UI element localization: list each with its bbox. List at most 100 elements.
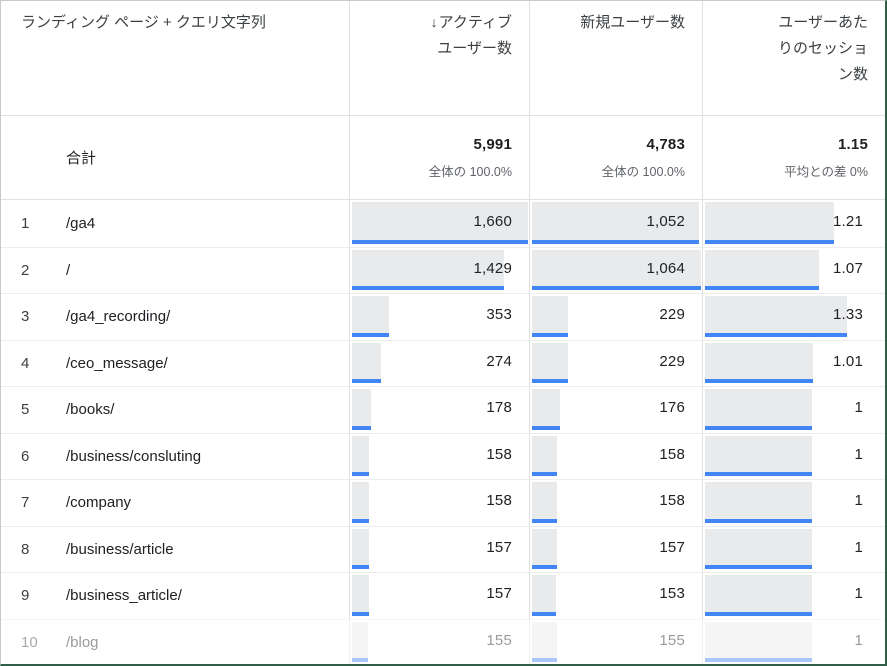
- totals-cell-active-users: 5,991 全体の 100.0%: [350, 116, 530, 199]
- metric-bar: [705, 621, 812, 662]
- totals-cell-new-users: 4,783 全体の 100.0%: [530, 116, 703, 199]
- metric-value: 1: [854, 399, 863, 417]
- metric-cell-active-users: 157: [350, 573, 530, 619]
- row-index: 2: [21, 261, 30, 279]
- metric-bar: [352, 202, 528, 244]
- table-header-row: ランディング ページ + クエリ文字列 ↓アクティブ ユーザー数 新規ユーザー数…: [1, 1, 885, 116]
- dimension-value: /ceo_message/: [66, 354, 168, 372]
- dimension-value: /blog: [66, 633, 99, 651]
- metric-value: 1: [854, 538, 863, 556]
- metric-cell-active-users: 155: [350, 619, 530, 664]
- metric-value: 1.07: [833, 259, 863, 277]
- table-row: 4/ceo_message/274 229 1.01: [1, 339, 885, 386]
- metric-value: 1,429: [473, 259, 512, 277]
- metric-value: 1: [854, 585, 863, 603]
- row-index: 5: [21, 401, 30, 419]
- column-header-label: アクティブ ユーザー数: [437, 14, 512, 57]
- totals-label-cell: 合計: [1, 116, 350, 199]
- metric-cell-active-users: 353: [350, 294, 530, 340]
- metric-bar: [532, 528, 557, 569]
- table-row: 2/1,429 1,064 1.07: [1, 246, 885, 294]
- metric-cell-new-users: 158: [530, 433, 703, 479]
- row-index: 4: [21, 354, 30, 372]
- metric-value: 176: [659, 399, 685, 417]
- metric-cell-new-users: 155: [530, 619, 703, 664]
- dimension-value: /: [66, 261, 71, 279]
- table-rows: 1/ga4 1,660 1,052 1.21 2/1,429 1,064 1.07 3/ga4…: [1, 200, 885, 665]
- column-header-dimension[interactable]: ランディング ページ + クエリ文字列: [1, 1, 350, 115]
- metric-value: 1: [854, 631, 863, 649]
- column-header-label: 新規ユーザー数: [580, 14, 685, 31]
- metric-value: 1.21: [833, 212, 863, 230]
- metric-value: 155: [659, 631, 685, 649]
- metric-bar: [532, 389, 560, 430]
- metric-bar: [705, 342, 813, 383]
- metric-value: 158: [486, 492, 512, 510]
- totals-label: 合計: [66, 150, 97, 167]
- dimension-cell: 2/: [1, 247, 350, 293]
- metric-value: 353: [486, 306, 512, 324]
- metric-cell-new-users: 157: [530, 526, 703, 572]
- metric-cell-active-users: 274: [350, 340, 530, 386]
- metric-bar: [532, 482, 557, 523]
- metric-cell-new-users: 176: [530, 387, 703, 433]
- metric-cell-active-users: 178: [350, 387, 530, 433]
- dimension-cell: 1/ga4: [1, 200, 350, 247]
- table-row: 1/ga4 1,660 1,052 1.21: [1, 200, 885, 247]
- dimension-cell: 8/business/article: [1, 526, 350, 572]
- metric-cell-sessions-per-user: 1: [703, 434, 885, 480]
- metric-bar: [705, 389, 812, 430]
- metric-value: 1.33: [833, 306, 863, 324]
- total-value: 1.15: [838, 135, 868, 153]
- metric-value: 1,064: [646, 259, 685, 277]
- metric-value: 155: [486, 631, 512, 649]
- dimension-value: /business_article/: [66, 587, 182, 605]
- metric-bar: [352, 296, 389, 337]
- metric-bar: [532, 296, 568, 337]
- dimension-cell: 7/company: [1, 480, 350, 526]
- dimension-header-label: ランディング ページ + クエリ文字列: [21, 14, 266, 31]
- metric-value: 153: [659, 585, 685, 603]
- metric-value: 1: [854, 492, 863, 510]
- table-row: 7/company 158 158 1: [1, 479, 885, 526]
- row-index: 3: [21, 308, 30, 326]
- metric-value: 158: [486, 445, 512, 463]
- metric-value: 1,660: [473, 212, 512, 230]
- metric-bar: [705, 296, 847, 337]
- dimension-cell: 5/books/: [1, 387, 350, 433]
- metric-cell-sessions-per-user: 1.21: [703, 200, 885, 247]
- metric-cell-active-users: 158: [350, 433, 530, 479]
- table-row: 6/business/consluting 158 158 1: [1, 432, 885, 480]
- total-subtext: 全体の 100.0%: [601, 164, 685, 179]
- dimension-value: /business/article: [66, 540, 174, 558]
- metric-cell-active-users: 1,660: [350, 200, 530, 247]
- metric-bar: [532, 575, 556, 616]
- metric-cell-sessions-per-user: 1: [703, 620, 885, 665]
- dimension-value: /company: [66, 494, 132, 512]
- table-row: 3/ga4_recording/353 229 1.33: [1, 293, 885, 340]
- metric-bar: [352, 435, 369, 476]
- dimension-cell: 4/ceo_message/: [1, 340, 350, 386]
- column-header-sessions-per-user[interactable]: ユーザーあた りのセッショ ン数: [703, 1, 885, 115]
- column-header-active-users[interactable]: ↓アクティブ ユーザー数: [350, 1, 530, 115]
- metric-bar: [352, 342, 381, 383]
- metric-bar: [705, 202, 834, 244]
- dimension-cell: 3/ga4_recording/: [1, 294, 350, 340]
- metric-value: 158: [659, 492, 685, 510]
- metric-cell-sessions-per-user: 1.07: [703, 248, 885, 294]
- metric-cell-new-users: 1,052: [530, 200, 703, 247]
- metric-cell-new-users: 153: [530, 573, 703, 619]
- metric-cell-sessions-per-user: 1: [703, 527, 885, 573]
- metric-value: 157: [659, 538, 685, 556]
- metric-value: 178: [486, 399, 512, 417]
- row-index: 6: [21, 447, 30, 465]
- table-row: 5/books/178 176 1: [1, 386, 885, 433]
- metric-bar: [352, 482, 369, 523]
- table-row: 8/business/article 157 157 1: [1, 525, 885, 573]
- metric-value: 158: [659, 445, 685, 463]
- metric-cell-new-users: 1,064: [530, 247, 703, 293]
- metric-bar: [352, 621, 368, 662]
- column-header-new-users[interactable]: 新規ユーザー数: [530, 1, 703, 115]
- metric-value: 157: [486, 585, 512, 603]
